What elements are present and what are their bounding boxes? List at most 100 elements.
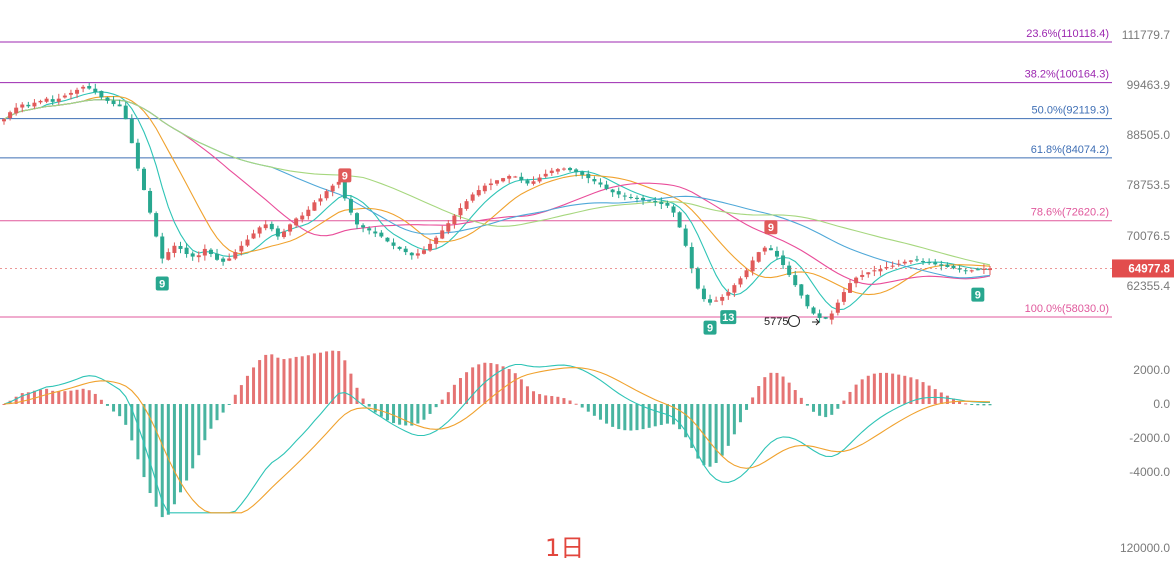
macd-histogram-bar [148, 404, 152, 494]
macd-histogram-bar [105, 404, 109, 406]
fib-label: 78.6%(72620.2) [1031, 207, 1109, 219]
macd-histogram-bar [544, 395, 548, 404]
price-tick-label: 70076.5 [1127, 229, 1171, 243]
candle-body [744, 270, 749, 278]
macd-histogram-bar [556, 396, 560, 404]
price-tick-label: 88505.0 [1127, 128, 1171, 142]
candle-body [732, 285, 737, 293]
macd-histogram-bar [726, 404, 730, 446]
candle-body [537, 177, 542, 182]
candle-body [403, 248, 408, 253]
macd-histogram-bar [392, 404, 396, 424]
macd-histogram-bar [239, 385, 243, 404]
macd-histogram-bar [349, 373, 353, 404]
candle-body [841, 292, 846, 302]
macd-histogram-bar [684, 404, 688, 438]
macd-histogram-bar [112, 404, 116, 412]
macd-histogram-bar [215, 404, 219, 421]
macd-histogram-bar [318, 352, 322, 404]
macd-histogram-bar [312, 353, 316, 404]
macd-histogram-bar [404, 404, 408, 426]
candle-body [50, 99, 55, 102]
candle-body [756, 252, 761, 262]
candle-body [939, 264, 944, 266]
candle-body [866, 272, 871, 275]
candle-body [774, 250, 779, 257]
candle-body [811, 307, 816, 314]
macd-histogram-bar [678, 404, 682, 430]
candle-body [908, 260, 913, 262]
macd-histogram-bar [976, 404, 980, 406]
macd-histogram-bar [805, 404, 809, 406]
macd-histogram-bar [605, 404, 609, 424]
candle-body [68, 92, 73, 95]
macd-histogram-bar [300, 356, 304, 404]
candle-body [781, 255, 786, 266]
macd-histogram-bar [964, 403, 968, 405]
candle-body [683, 228, 688, 246]
candle-body [927, 262, 932, 264]
candle-body [26, 104, 31, 107]
fib-levels: 23.6%(110118.4) 38.2%(100164.3) 50.0%(9211… [0, 28, 1112, 318]
candle-body [817, 313, 822, 318]
candle-body [141, 168, 146, 191]
candle-body [458, 208, 463, 216]
candle-body [221, 258, 226, 262]
candle-body [129, 119, 134, 144]
candle-body [32, 102, 37, 107]
macd-histogram-bar [885, 372, 889, 404]
macd-histogram-bar [775, 372, 779, 404]
candle-body [793, 275, 798, 286]
macd-histogram-bar [233, 394, 237, 404]
macd-panel: 2000.0 0.0 -2000.0 -4000.0 120000.0 [2, 350, 1170, 555]
macd-histogram-bar [179, 404, 183, 493]
candle-body [610, 189, 615, 193]
candle-body [196, 255, 201, 258]
fib-label: 38.2%(100164.3) [1025, 69, 1109, 81]
macd-histogram-bar [538, 394, 542, 404]
candle-body [148, 190, 153, 213]
candle-body [592, 179, 597, 182]
candle-body [288, 224, 293, 232]
macd-histogram-bar [958, 401, 962, 404]
macd-histogram-bar [970, 404, 974, 405]
macd-histogram-bar [93, 393, 97, 404]
price-tick-label: 111779.7 [1122, 28, 1171, 42]
macd-histogram-bar [270, 354, 274, 404]
candle-body [227, 258, 232, 261]
candle-body [415, 253, 420, 256]
macd-tick-label: 0.0 [1153, 397, 1170, 411]
td-marker-label: 9 [768, 222, 774, 234]
candle-body [215, 253, 220, 260]
candle-body [628, 196, 633, 198]
macd-histogram-bar [221, 404, 225, 413]
candle-body [117, 104, 122, 107]
macd-histogram-bar [69, 390, 73, 404]
macd-histogram-bar [373, 404, 377, 413]
macd-histogram-bar [891, 373, 895, 404]
candle-body [695, 268, 700, 289]
candle-body [586, 173, 591, 179]
fib-label: 23.6%(110118.4) [1026, 28, 1109, 40]
candle-body [330, 185, 335, 192]
macd-histogram-bar [51, 390, 55, 404]
macd-tick-label: -2000.0 [1129, 431, 1170, 445]
candle-body [671, 206, 676, 213]
macd-histogram-bar [939, 392, 943, 404]
candle-body [476, 190, 481, 196]
macd-histogram-bar [124, 404, 128, 425]
macd-histogram-bar [635, 404, 639, 431]
candle-body [531, 181, 536, 184]
macd-histogram-bar [258, 360, 262, 404]
macd-histogram-bar [793, 390, 797, 404]
candle-body [823, 317, 828, 319]
candle-body [634, 197, 639, 199]
macd-histogram-bar [495, 364, 499, 404]
macd-histogram-bar [398, 404, 402, 425]
candle-body [482, 185, 487, 192]
candle-body [507, 175, 512, 179]
macd-histogram-bar [410, 404, 414, 426]
ma-green-line [3, 99, 991, 266]
